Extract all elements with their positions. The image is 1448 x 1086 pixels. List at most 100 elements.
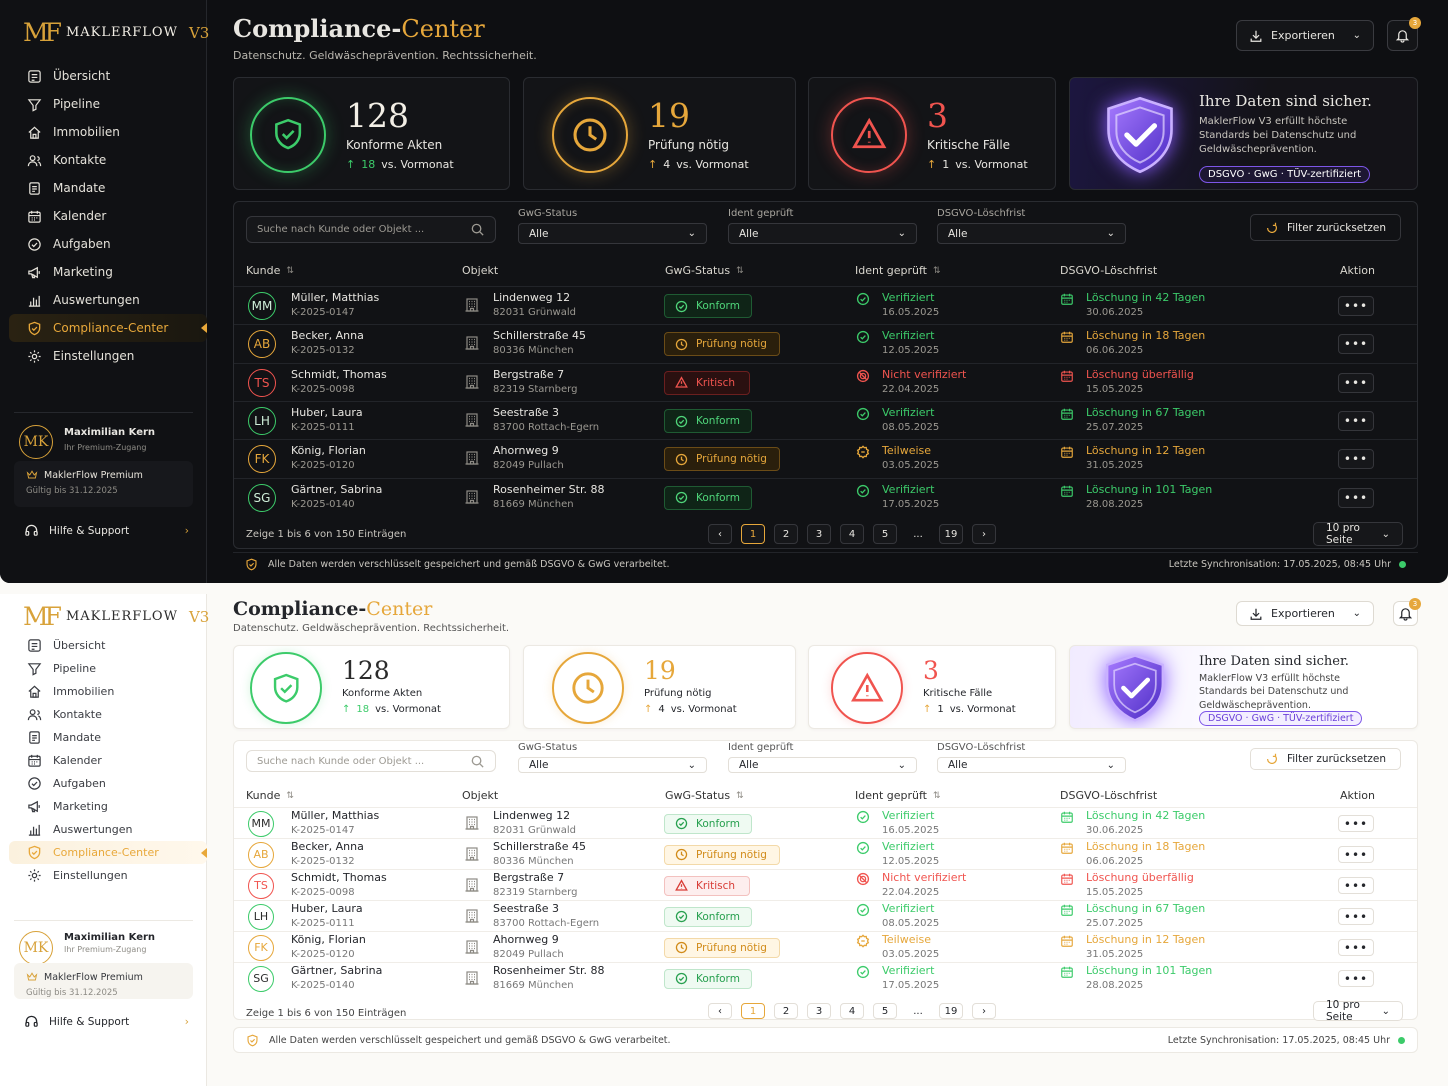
sidebar-item-kontakte[interactable]: Kontakte: [9, 703, 207, 726]
gwg-status-filter-select[interactable]: Alle ⌄: [518, 223, 707, 244]
page-button[interactable]: 19: [939, 524, 963, 544]
table-row[interactable]: AB Becker, Anna K-2025-0132 Schillerstra…: [234, 324, 1417, 362]
row-actions-button[interactable]: •••: [1338, 411, 1374, 432]
sidebar-item-übersicht[interactable]: Übersicht: [9, 634, 207, 657]
sidebar-item-kontakte[interactable]: Kontakte: [9, 146, 207, 174]
column-header-gwg[interactable]: GwG-Status ⇅: [665, 789, 744, 802]
stat-card-1[interactable]: 19 Prüfung nötig ↑ 4 vs. Vormonat: [523, 77, 796, 190]
table-row[interactable]: MM Müller, Matthias K-2025-0147 Lindenwe…: [234, 807, 1417, 838]
per-page-select[interactable]: 10 pro Seite ⌄: [1313, 999, 1403, 1023]
export-button[interactable]: Exportieren ⌄: [1236, 20, 1374, 51]
search-input[interactable]: Suche nach Kunde oder Objekt ...: [246, 750, 496, 772]
calendar-icon: [1060, 407, 1074, 425]
table-row[interactable]: FK König, Florian K-2025-0120 Ahornweg 9…: [234, 931, 1417, 962]
stat-card-2[interactable]: 3 Kritische Fälle ↑ 1 vs. Vormonat: [808, 77, 1056, 190]
sidebar-item-pipeline[interactable]: Pipeline: [9, 657, 207, 680]
stat-card-0[interactable]: 128 Konforme Akten ↑ 18 vs. Vormonat: [233, 645, 510, 729]
help-support-link[interactable]: Hilfe & Support ›: [24, 523, 189, 538]
prev-page-button[interactable]: ‹: [708, 524, 732, 544]
sidebar-item-einstellungen[interactable]: Einstellungen: [9, 342, 207, 370]
dsgvo-filter-select[interactable]: Alle ⌄: [937, 757, 1126, 773]
sidebar-item-pipeline[interactable]: Pipeline: [9, 90, 207, 118]
sidebar-item-marketing[interactable]: Marketing: [9, 258, 207, 286]
sidebar-item-immobilien[interactable]: Immobilien: [9, 680, 207, 703]
sidebar-item-mandate[interactable]: Mandate: [9, 726, 207, 749]
page-button[interactable]: 5: [873, 524, 897, 544]
sidebar-item-auswertungen[interactable]: Auswertungen: [9, 818, 207, 841]
page-button[interactable]: 3: [807, 524, 831, 544]
sidebar-item-compliance-center[interactable]: Compliance-Center: [9, 314, 207, 342]
deletion-date: 30.06.2025: [1086, 307, 1144, 319]
row-actions-button[interactable]: •••: [1338, 815, 1374, 832]
row-actions-button[interactable]: •••: [1338, 449, 1374, 470]
table-row[interactable]: LH Huber, Laura K-2025-0111 Seestraße 3 …: [234, 900, 1417, 931]
stat-card-1[interactable]: 19 Prüfung nötig ↑ 4 vs. Vormonat: [523, 645, 796, 729]
ident-date: 22.04.2025: [882, 886, 940, 898]
row-actions-button[interactable]: •••: [1338, 970, 1374, 987]
row-actions-button[interactable]: •••: [1338, 296, 1374, 317]
table-row[interactable]: TS Schmidt, Thomas K-2025-0098 Bergstraß…: [234, 869, 1417, 900]
notifications-button[interactable]: 3: [1387, 17, 1421, 51]
column-header-gwg[interactable]: GwG-Status ⇅: [665, 264, 744, 277]
table-row[interactable]: SG Gärtner, Sabrina K-2025-0140 Rosenhei…: [234, 962, 1417, 993]
page-button[interactable]: 19: [939, 1003, 963, 1019]
page-button[interactable]: 1: [741, 1003, 765, 1019]
sidebar-item-einstellungen[interactable]: Einstellungen: [9, 864, 207, 887]
stat-card-0[interactable]: 128 Konforme Akten ↑ 18 vs. Vormonat: [233, 77, 510, 190]
stat-card-2[interactable]: 3 Kritische Fälle ↑ 1 vs. Vormonat: [808, 645, 1056, 729]
page-button[interactable]: 2: [774, 524, 798, 544]
next-page-button[interactable]: ›: [972, 1003, 996, 1019]
user-card[interactable]: MK Maximilian Kern Ihr Premium-Zugang Ma…: [14, 412, 193, 507]
gwg-status-filter-select[interactable]: Alle ⌄: [518, 757, 707, 773]
row-actions-button[interactable]: •••: [1338, 372, 1374, 393]
sidebar-item-kalender[interactable]: Kalender: [9, 749, 207, 772]
row-actions-button[interactable]: •••: [1338, 908, 1374, 925]
sidebar-item-auswertungen[interactable]: Auswertungen: [9, 286, 207, 314]
table-row[interactable]: AB Becker, Anna K-2025-0132 Schillerstra…: [234, 838, 1417, 869]
sidebar-item-marketing[interactable]: Marketing: [9, 795, 207, 818]
brand-logo[interactable]: MF MAKLERFLOW V3: [23, 602, 209, 631]
dsgvo-filter-select[interactable]: Alle ⌄: [937, 223, 1126, 244]
sidebar-item-aufgaben[interactable]: Aufgaben: [9, 772, 207, 795]
table-row[interactable]: TS Schmidt, Thomas K-2025-0098 Bergstraß…: [234, 362, 1417, 401]
sidebar-item-immobilien[interactable]: Immobilien: [9, 118, 207, 146]
prev-page-button[interactable]: ‹: [708, 1003, 732, 1019]
column-header-kunde[interactable]: Kunde ⇅: [246, 789, 294, 802]
export-button[interactable]: Exportieren ⌄: [1236, 601, 1374, 626]
reset-filters-button[interactable]: Filter zurücksetzen: [1249, 748, 1401, 770]
row-actions-button[interactable]: •••: [1338, 334, 1374, 355]
sidebar-item-übersicht[interactable]: Übersicht: [9, 62, 207, 90]
column-header-ident[interactable]: Ident geprüft ⇅: [855, 264, 941, 277]
search-input[interactable]: Suche nach Kunde oder Objekt ...: [246, 216, 496, 243]
sidebar-item-mandate[interactable]: Mandate: [9, 174, 207, 202]
table-row[interactable]: FK König, Florian K-2025-0120 Ahornweg 9…: [234, 439, 1417, 477]
row-actions-button[interactable]: •••: [1338, 846, 1374, 863]
notifications-button[interactable]: 3: [1393, 598, 1421, 626]
row-actions-button[interactable]: •••: [1338, 877, 1374, 894]
brand-logo[interactable]: MF MAKLERFLOW V3: [23, 18, 209, 47]
ident-filter-select[interactable]: Alle ⌄: [728, 223, 917, 244]
page-button[interactable]: 5: [873, 1003, 897, 1019]
column-header-kunde[interactable]: Kunde ⇅: [246, 264, 294, 277]
sidebar-item-aufgaben[interactable]: Aufgaben: [9, 230, 207, 258]
column-header-ident[interactable]: Ident geprüft ⇅: [855, 789, 941, 802]
page-button[interactable]: 1: [741, 524, 765, 544]
row-actions-button[interactable]: •••: [1338, 487, 1374, 508]
help-support-link[interactable]: Hilfe & Support ›: [24, 1014, 189, 1029]
page-button[interactable]: 2: [774, 1003, 798, 1019]
ident-filter-select[interactable]: Alle ⌄: [728, 757, 917, 773]
table-row[interactable]: SG Gärtner, Sabrina K-2025-0140 Rosenhei…: [234, 477, 1417, 516]
table-row[interactable]: MM Müller, Matthias K-2025-0147 Lindenwe…: [234, 286, 1417, 324]
next-page-button[interactable]: ›: [972, 524, 996, 544]
table-row[interactable]: LH Huber, Laura K-2025-0111 Seestraße 3 …: [234, 400, 1417, 439]
row-actions-button[interactable]: •••: [1338, 939, 1374, 956]
document-icon: [27, 731, 42, 745]
reset-filters-button[interactable]: Filter zurücksetzen: [1249, 214, 1401, 241]
page-button[interactable]: 4: [840, 524, 864, 544]
page-button[interactable]: 4: [840, 1003, 864, 1019]
sidebar-item-compliance-center[interactable]: Compliance-Center: [9, 841, 207, 864]
page-button[interactable]: 3: [807, 1003, 831, 1019]
user-card[interactable]: MK Maximilian Kern Ihr Premium-Zugang Ma…: [14, 920, 193, 1002]
sidebar-item-kalender[interactable]: Kalender: [9, 202, 207, 230]
per-page-select[interactable]: 10 pro Seite ⌄: [1313, 522, 1403, 546]
